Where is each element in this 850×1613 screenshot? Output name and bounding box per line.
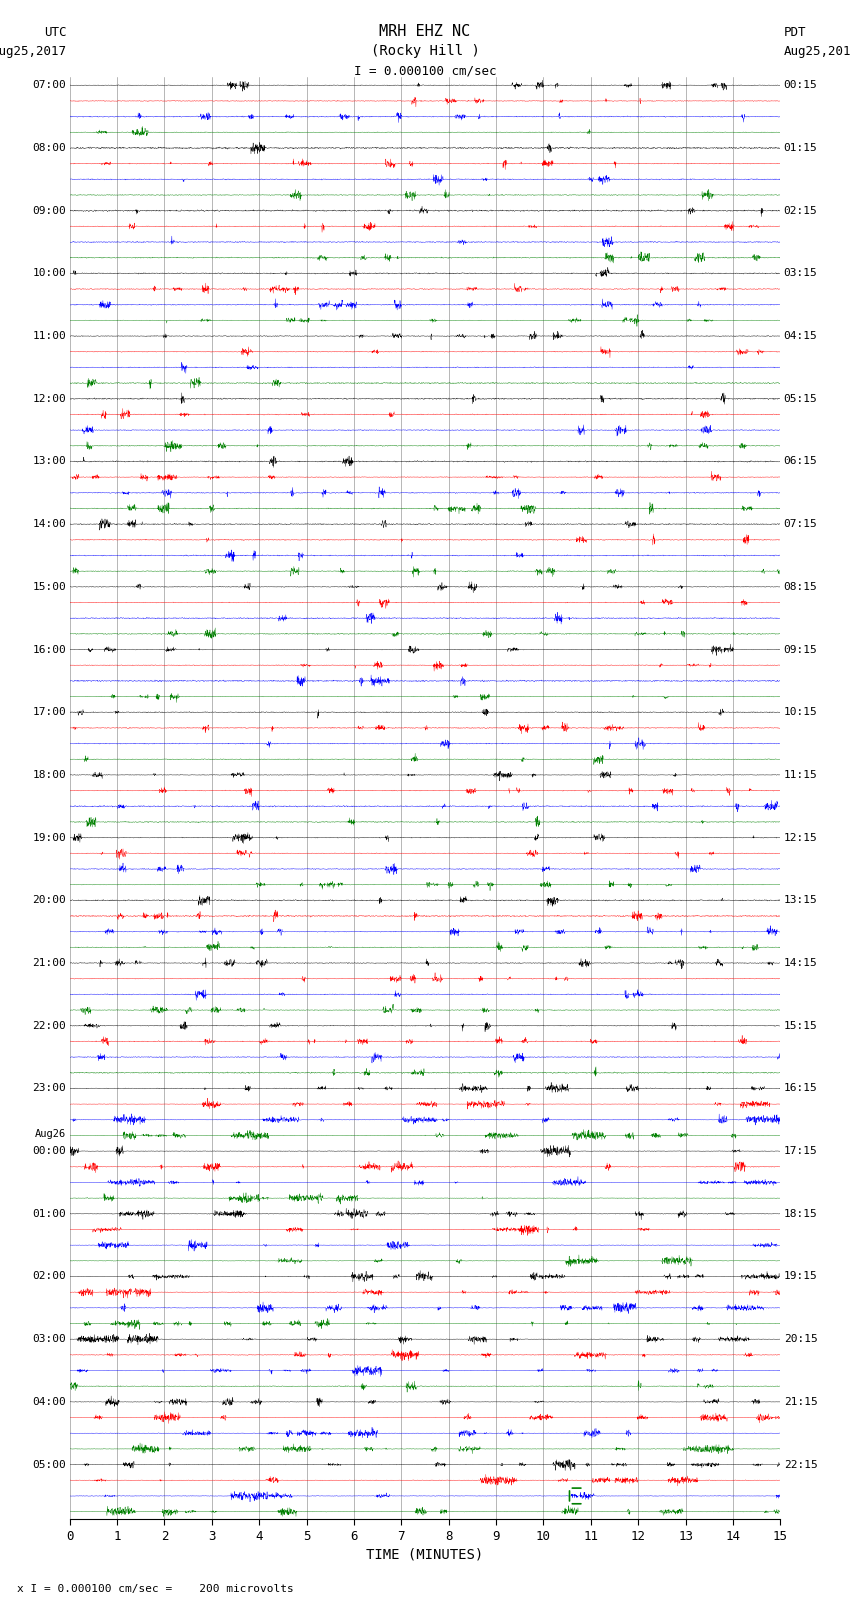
Text: 01:00: 01:00 [32,1208,66,1219]
Text: 07:00: 07:00 [32,81,66,90]
Text: (Rocky Hill ): (Rocky Hill ) [371,44,479,58]
Text: 11:00: 11:00 [32,331,66,340]
Text: 09:00: 09:00 [32,205,66,216]
Text: 13:00: 13:00 [32,456,66,466]
Text: UTC: UTC [44,26,66,39]
Text: I = 0.000100 cm/sec: I = 0.000100 cm/sec [354,65,496,77]
Text: 03:00: 03:00 [32,1334,66,1344]
Text: 10:15: 10:15 [784,706,818,718]
Text: 16:00: 16:00 [32,645,66,655]
Text: 08:00: 08:00 [32,144,66,153]
Text: 12:00: 12:00 [32,394,66,403]
Text: 13:15: 13:15 [784,895,818,905]
Text: Aug26: Aug26 [35,1129,66,1139]
Text: 00:00: 00:00 [32,1147,66,1157]
Text: 11:15: 11:15 [784,769,818,781]
Text: 10:00: 10:00 [32,268,66,279]
Text: x I = 0.000100 cm/sec =    200 microvolts: x I = 0.000100 cm/sec = 200 microvolts [17,1584,294,1594]
Text: 19:00: 19:00 [32,832,66,842]
Text: 09:15: 09:15 [784,645,818,655]
Text: 14:15: 14:15 [784,958,818,968]
Text: 08:15: 08:15 [784,582,818,592]
Text: 14:00: 14:00 [32,519,66,529]
Text: 16:15: 16:15 [784,1084,818,1094]
X-axis label: TIME (MINUTES): TIME (MINUTES) [366,1547,484,1561]
Text: Aug25,2017: Aug25,2017 [0,45,66,58]
Text: 15:00: 15:00 [32,582,66,592]
Text: 12:15: 12:15 [784,832,818,842]
Text: 02:00: 02:00 [32,1271,66,1281]
Text: 04:00: 04:00 [32,1397,66,1407]
Text: 05:15: 05:15 [784,394,818,403]
Text: 22:00: 22:00 [32,1021,66,1031]
Text: 20:15: 20:15 [784,1334,818,1344]
Text: Aug25,2017: Aug25,2017 [784,45,850,58]
Text: 02:15: 02:15 [784,205,818,216]
Text: 22:15: 22:15 [784,1460,818,1469]
Text: 21:00: 21:00 [32,958,66,968]
Text: 21:15: 21:15 [784,1397,818,1407]
Text: 00:15: 00:15 [784,81,818,90]
Text: 23:00: 23:00 [32,1084,66,1094]
Text: 04:15: 04:15 [784,331,818,340]
Text: 18:15: 18:15 [784,1208,818,1219]
Text: 05:00: 05:00 [32,1460,66,1469]
Text: 18:00: 18:00 [32,769,66,781]
Text: 15:15: 15:15 [784,1021,818,1031]
Text: 03:15: 03:15 [784,268,818,279]
Text: 20:00: 20:00 [32,895,66,905]
Text: 19:15: 19:15 [784,1271,818,1281]
Text: 17:15: 17:15 [784,1147,818,1157]
Text: MRH EHZ NC: MRH EHZ NC [379,24,471,39]
Text: 06:15: 06:15 [784,456,818,466]
Text: PDT: PDT [784,26,806,39]
Text: 17:00: 17:00 [32,706,66,718]
Text: 07:15: 07:15 [784,519,818,529]
Text: 01:15: 01:15 [784,144,818,153]
